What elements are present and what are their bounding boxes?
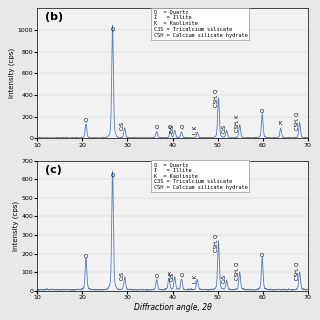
- Text: Q: Q: [260, 253, 264, 258]
- Text: I, K: I, K: [192, 126, 197, 134]
- Text: Q: Q: [110, 173, 115, 178]
- X-axis label: Diffraction angle, 2θ: Diffraction angle, 2θ: [134, 303, 212, 312]
- Text: C₃S: C₃S: [221, 124, 227, 133]
- Text: Q: Q: [155, 124, 159, 129]
- Text: Q: Q: [180, 124, 183, 130]
- Text: Q: Q: [84, 254, 88, 259]
- Text: C₃S: C₃S: [170, 124, 175, 133]
- Text: C₃S: C₃S: [221, 274, 227, 283]
- Text: K: K: [167, 272, 171, 277]
- Text: CSH, Q: CSH, Q: [295, 262, 300, 280]
- Text: CSH, Q: CSH, Q: [295, 112, 300, 130]
- Text: Q: Q: [260, 108, 264, 114]
- Text: C₃S: C₃S: [120, 121, 125, 131]
- Text: CSH, Q: CSH, Q: [213, 234, 219, 252]
- Text: Q: Q: [84, 118, 88, 123]
- Y-axis label: Intensity (cps): Intensity (cps): [8, 48, 15, 99]
- Text: (c): (c): [45, 164, 62, 175]
- Text: Q: Q: [155, 273, 159, 278]
- Text: Q: Q: [180, 273, 183, 278]
- Text: Q  = Quartz
I   = Illite
K  = Kaolinite
C3S = Tricalcium silicate
CSH = Calcium : Q = Quartz I = Illite K = Kaolinite C3S …: [154, 162, 247, 190]
- Text: CSH, Q: CSH, Q: [235, 262, 240, 280]
- Text: CSH, K: CSH, K: [235, 115, 240, 132]
- Text: C₃S: C₃S: [120, 271, 125, 280]
- Text: K: K: [279, 122, 282, 126]
- Y-axis label: Intensity (cps): Intensity (cps): [12, 201, 19, 251]
- Text: (b): (b): [45, 12, 63, 22]
- Text: I, K: I, K: [192, 275, 197, 283]
- Text: Q  = Quartz
I   = Illite
K  = Kaolinite
C3S = Tricalcium silicate
CSH = Calcium : Q = Quartz I = Illite K = Kaolinite C3S …: [154, 10, 247, 38]
- Text: Q: Q: [110, 26, 115, 31]
- Text: C₃S: C₃S: [170, 271, 175, 281]
- Text: CSH, Q: CSH, Q: [213, 89, 219, 107]
- Text: Q: Q: [168, 124, 172, 129]
